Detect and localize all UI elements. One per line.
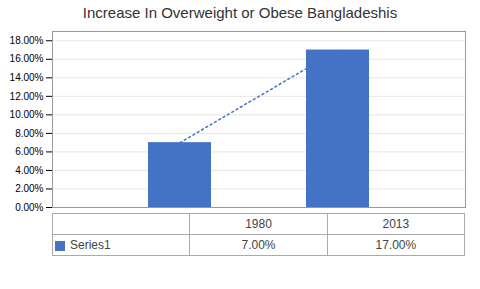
svg-text:12.00%: 12.00% [10, 91, 44, 102]
svg-text:8.00%: 8.00% [15, 128, 43, 139]
html-text:Series1: Series1 [70, 238, 111, 252]
svg-text:10.00%: 10.00% [10, 109, 44, 120]
html-text:Increase In Overweight or Obes: Increase In Overweight or Obese Banglade… [82, 4, 398, 21]
svg-text:14.00%: 14.00% [10, 72, 44, 83]
svg-text:18.00%: 18.00% [10, 35, 44, 46]
svg-text:16.00%: 16.00% [10, 53, 44, 64]
html-text:17.00%: 17.00% [375, 238, 417, 252]
html-text:7.00%: 7.00% [241, 238, 276, 252]
svg-text:2.00%: 2.00% [15, 183, 43, 194]
svg-text:0.00%: 0.00% [15, 202, 43, 213]
svg-text:6.00%: 6.00% [15, 146, 43, 157]
html-text:2013: 2013 [382, 217, 410, 231]
svg-text:4.00%: 4.00% [15, 165, 43, 176]
html-text:1980: 1980 [245, 217, 272, 231]
